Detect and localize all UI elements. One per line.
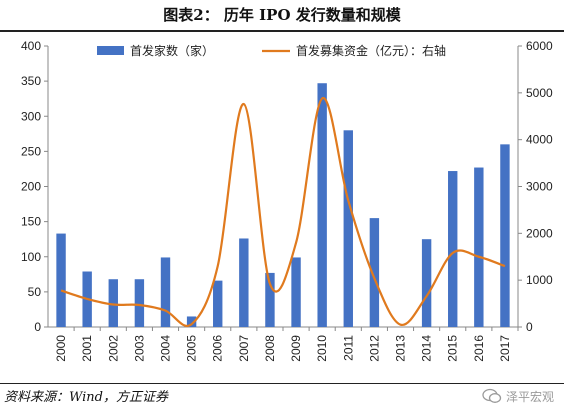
watermark: 泽平宏观 <box>482 385 554 407</box>
left-tick-label: 50 <box>28 285 42 299</box>
ipo-count-bar <box>160 257 171 327</box>
footer-rule <box>0 383 564 384</box>
ipo-count-bar <box>291 257 301 327</box>
right-tick-label: 1000 <box>526 273 553 287</box>
x-tick-label: 2010 <box>315 335 329 362</box>
legend-bar-swatch <box>97 46 124 55</box>
right-tick-label: 6000 <box>526 39 553 53</box>
ipo-count-bar <box>265 272 275 327</box>
left-tick-label: 0 <box>34 320 41 334</box>
ipo-count-bar <box>213 280 223 327</box>
ipo-count-bar <box>474 167 484 327</box>
x-tick-label: 2006 <box>211 335 225 362</box>
right-tick-label: 0 <box>526 320 533 334</box>
x-tick-label: 2008 <box>263 335 277 362</box>
ipo-count-bar <box>56 233 66 327</box>
chart-svg: 0501001502002503003504000100020003000400… <box>21 39 553 362</box>
chart-title: 图表2： 历年 IPO 发行数量和规模 <box>163 6 401 24</box>
wechat-icon <box>482 388 502 403</box>
left-tick-label: 200 <box>21 180 41 194</box>
x-tick-label: 2016 <box>472 335 486 362</box>
ipo-count-bar <box>239 238 249 327</box>
left-tick-label: 150 <box>21 215 41 229</box>
left-tick-label: 350 <box>21 74 41 88</box>
title-rule <box>0 30 564 32</box>
x-tick-label: 2012 <box>367 335 381 362</box>
x-tick-label: 2015 <box>446 335 460 362</box>
ipo-count-bar <box>134 279 145 327</box>
left-tick-label: 100 <box>21 250 41 264</box>
x-tick-label: 2000 <box>54 335 68 362</box>
legend-bar-label: 首发家数（家） <box>130 43 214 58</box>
right-tick-label: 2000 <box>526 226 553 240</box>
x-tick-label: 2005 <box>185 335 199 362</box>
source-note: 资料来源：Wind，方正证券 <box>4 390 168 405</box>
ipo-count-bar <box>317 83 327 327</box>
x-tick-label: 2004 <box>159 335 173 362</box>
right-tick-label: 4000 <box>526 133 553 147</box>
ipo-count-bar <box>421 239 432 327</box>
right-tick-label: 5000 <box>526 86 553 100</box>
x-tick-label: 2007 <box>237 335 251 362</box>
ipo-count-bar <box>500 144 510 327</box>
left-tick-label: 400 <box>21 39 41 53</box>
left-tick-label: 250 <box>21 144 41 158</box>
ipo-count-bar <box>343 130 353 327</box>
x-tick-label: 2001 <box>80 335 94 362</box>
ipo-count-bar <box>369 218 380 327</box>
right-tick-label: 3000 <box>526 180 553 194</box>
x-tick-label: 2014 <box>420 335 434 362</box>
watermark-text: 泽平宏观 <box>505 389 554 404</box>
left-tick-label: 300 <box>21 109 41 123</box>
x-tick-label: 2003 <box>132 335 146 362</box>
ipo-count-bar <box>108 279 118 327</box>
x-tick-label: 2011 <box>341 335 355 361</box>
ipo-count-bar <box>186 316 197 327</box>
x-tick-label: 2002 <box>106 335 120 362</box>
fundraising-line <box>60 97 506 327</box>
x-tick-label: 2013 <box>394 335 408 362</box>
legend-line-label: 首发募集资金（亿元）：右轴 <box>296 43 446 58</box>
x-tick-label: 2009 <box>289 335 303 362</box>
x-tick-label: 2017 <box>498 335 512 362</box>
ipo-count-bar <box>448 171 458 327</box>
